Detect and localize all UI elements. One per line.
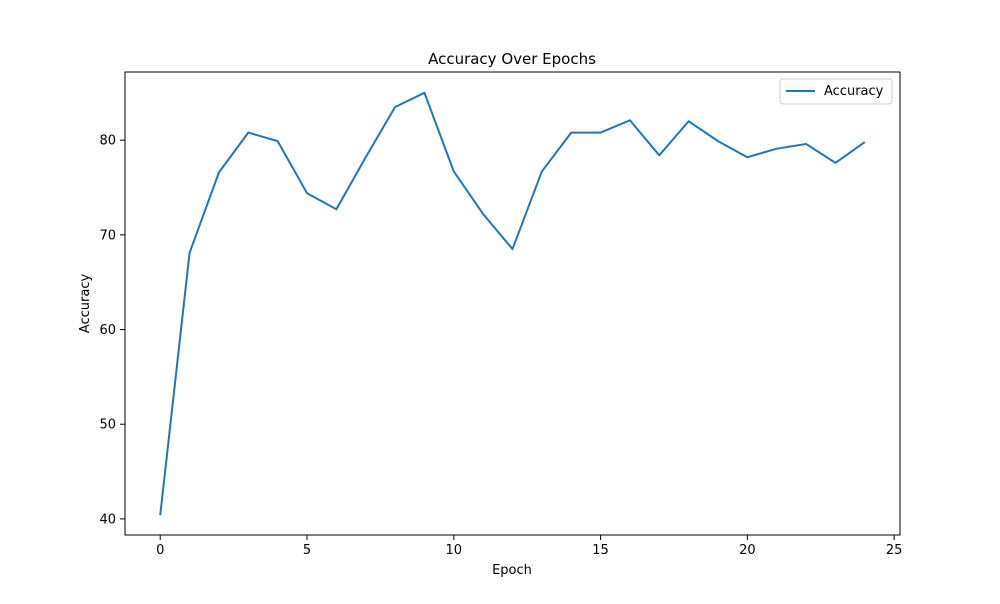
x-tick-label: 10 <box>446 543 463 558</box>
x-axis-label: Epoch <box>492 563 532 578</box>
y-tick-label: 60 <box>99 323 116 338</box>
y-tick-label: 40 <box>99 512 116 527</box>
x-axis-ticks: 0 5 10 15 20 25 <box>156 535 902 558</box>
y-tick-label: 80 <box>99 134 116 149</box>
x-tick-label: 20 <box>739 543 756 558</box>
x-tick-label: 25 <box>886 543 903 558</box>
x-tick-label: 5 <box>303 543 311 558</box>
x-tick-label: 0 <box>156 543 164 558</box>
legend-label-accuracy: Accuracy <box>824 84 884 99</box>
y-tick-label: 70 <box>99 228 116 243</box>
legend-frame <box>779 78 893 105</box>
legend: Accuracy <box>779 78 893 105</box>
plot-frame <box>124 71 901 536</box>
y-axis-ticks: 40 50 60 70 80 <box>99 134 125 527</box>
chart-title: Accuracy Over Epochs <box>428 50 596 68</box>
y-tick-label: 50 <box>99 418 116 433</box>
y-axis-label: Accuracy <box>78 274 93 334</box>
x-tick-label: 15 <box>592 543 609 558</box>
series-layer <box>159 91 866 516</box>
series-line-accuracy <box>159 91 866 516</box>
